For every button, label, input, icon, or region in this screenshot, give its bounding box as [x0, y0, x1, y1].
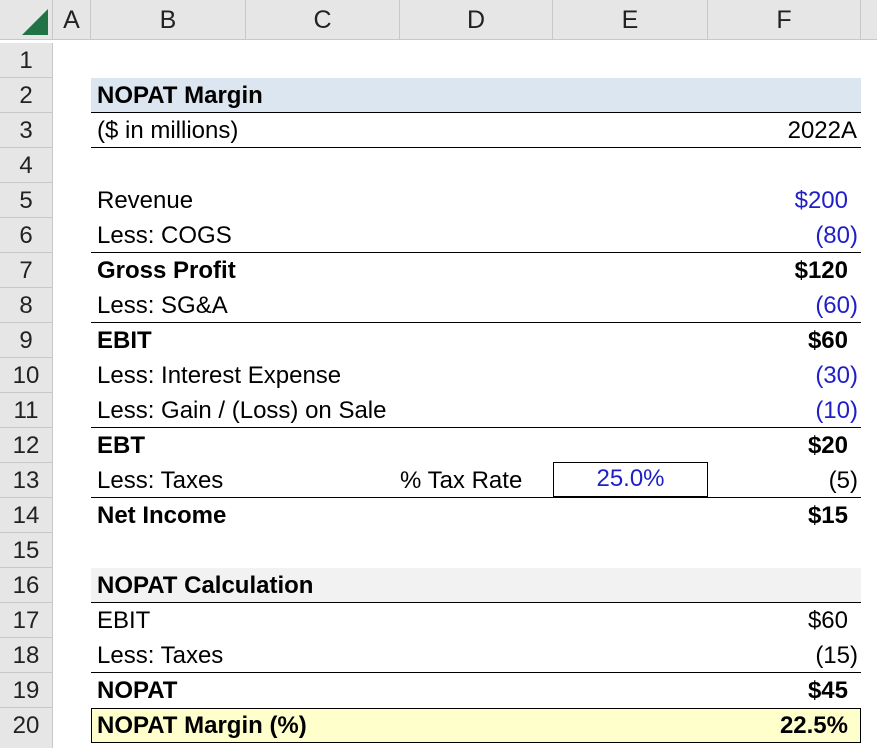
revenue-label[interactable]: Revenue — [97, 187, 194, 214]
nopat-taxes-value[interactable]: (15) — [815, 642, 858, 669]
net-income-label[interactable]: Net Income — [97, 502, 227, 529]
net-income-value[interactable]: $15 — [807, 502, 848, 529]
column-header-overflow — [861, 0, 877, 40]
row-header-6[interactable]: 6 — [0, 218, 53, 253]
revenue-value[interactable]: $200 — [794, 187, 848, 214]
border-line — [91, 147, 861, 148]
row-header-9[interactable]: 9 — [0, 323, 53, 358]
row-header-1[interactable]: 1 — [0, 43, 53, 78]
column-header-c[interactable]: C — [246, 0, 400, 40]
sga-label[interactable]: Less: SG&A — [97, 292, 228, 319]
gross-profit-label[interactable]: Gross Profit — [97, 257, 236, 284]
nopat-ebit-label[interactable]: EBIT — [97, 607, 151, 634]
border-line — [91, 252, 861, 253]
row-header-7[interactable]: 7 — [0, 253, 53, 288]
select-all-corner[interactable] — [0, 0, 53, 40]
nopat-margin-value[interactable]: 22.5% — [779, 712, 848, 739]
nopat-value[interactable]: $45 — [807, 677, 848, 704]
border-line — [91, 322, 861, 323]
nopat-taxes-label[interactable]: Less: Taxes — [97, 642, 224, 669]
ebt-label[interactable]: EBT — [97, 432, 145, 459]
row-header-19[interactable]: 19 — [0, 673, 53, 708]
title-header-band — [91, 78, 861, 113]
tax-rate-input[interactable]: 25.0% — [553, 462, 708, 497]
row-header-11[interactable]: 11 — [0, 393, 53, 428]
row-header-16[interactable]: 16 — [0, 568, 53, 603]
nopat-margin-highlight — [91, 708, 861, 743]
period-label[interactable]: 2022A — [787, 117, 857, 144]
select-all-icon — [22, 9, 48, 35]
gain-loss-label[interactable]: Less: Gain / (Loss) on Sale — [97, 397, 387, 424]
sheet-title[interactable]: NOPAT Margin — [97, 82, 263, 109]
cogs-label[interactable]: Less: COGS — [97, 222, 232, 249]
nopat-margin-label[interactable]: NOPAT Margin (%) — [97, 712, 307, 739]
sga-value[interactable]: (60) — [815, 292, 858, 319]
border-line — [91, 602, 861, 603]
nopat-label[interactable]: NOPAT — [97, 677, 178, 704]
row-header-5[interactable]: 5 — [0, 183, 53, 218]
interest-expense-value[interactable]: (30) — [815, 362, 858, 389]
row-header-13[interactable]: 13 — [0, 463, 53, 498]
section-header-band — [91, 568, 861, 603]
taxes-label[interactable]: Less: Taxes — [97, 467, 224, 494]
column-header-e[interactable]: E — [553, 0, 708, 40]
cogs-value[interactable]: (80) — [815, 222, 858, 249]
ebt-value[interactable]: $20 — [807, 432, 848, 459]
column-header-b[interactable]: B — [91, 0, 246, 40]
row-header-14[interactable]: 14 — [0, 498, 53, 533]
row-header-20[interactable]: 20 — [0, 708, 53, 748]
row-header-15[interactable]: 15 — [0, 533, 53, 568]
row-header-18[interactable]: 18 — [0, 638, 53, 673]
row-header-10[interactable]: 10 — [0, 358, 53, 393]
border-line — [91, 112, 861, 113]
gain-loss-value[interactable]: (10) — [815, 397, 858, 424]
row-header-2[interactable]: 2 — [0, 78, 53, 113]
column-header-f[interactable]: F — [708, 0, 861, 40]
gross-profit-value[interactable]: $120 — [794, 257, 848, 284]
row-header-8[interactable]: 8 — [0, 288, 53, 323]
row-header-17[interactable]: 17 — [0, 603, 53, 638]
row-header-3[interactable]: 3 — [0, 113, 53, 148]
column-header-a[interactable]: A — [53, 0, 91, 40]
column-header-d[interactable]: D — [400, 0, 553, 40]
tax-rate-label[interactable]: % Tax Rate — [400, 467, 523, 494]
ebit-value[interactable]: $60 — [807, 327, 848, 354]
row-header-12[interactable]: 12 — [0, 428, 53, 463]
ebit-label[interactable]: EBIT — [97, 327, 152, 354]
nopat-section-title[interactable]: NOPAT Calculation — [97, 572, 314, 599]
units-label[interactable]: ($ in millions) — [97, 117, 239, 144]
nopat-ebit-value[interactable]: $60 — [807, 607, 848, 634]
border-line — [91, 672, 861, 673]
border-line — [91, 427, 861, 428]
row-header-4[interactable]: 4 — [0, 148, 53, 183]
border-line — [91, 497, 861, 498]
interest-expense-label[interactable]: Less: Interest Expense — [97, 362, 342, 389]
taxes-value[interactable]: (5) — [828, 467, 858, 494]
